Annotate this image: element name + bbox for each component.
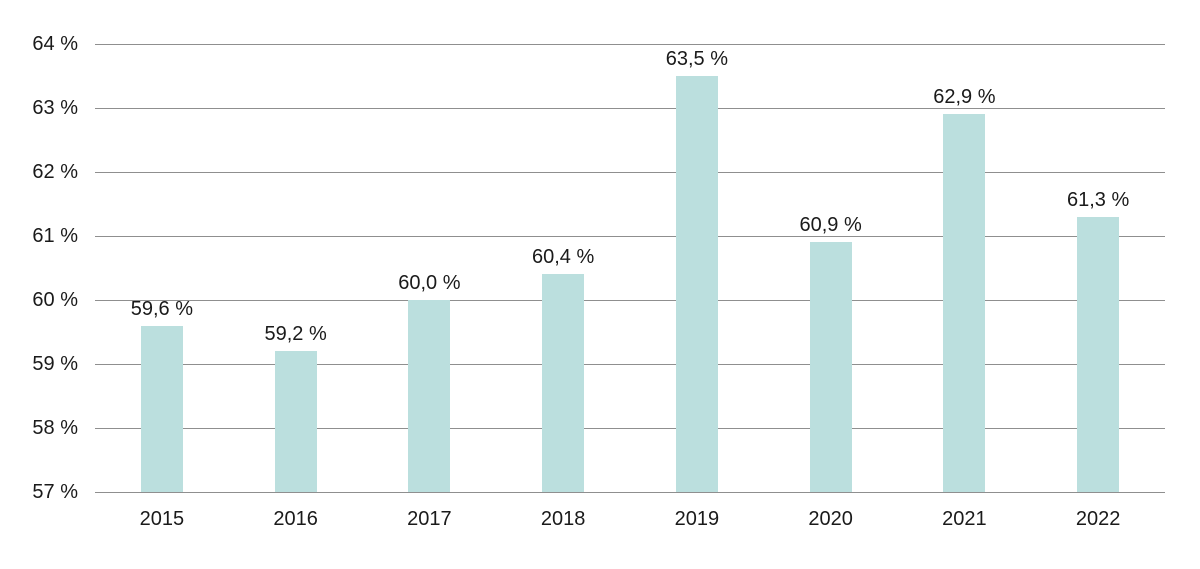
gridline [95,364,1165,365]
x-axis-tick-label: 2021 [942,508,987,530]
y-axis-tick-label: 58 % [32,417,78,439]
x-axis-tick-label: 2018 [540,508,586,530]
x-axis-tick-label: 2022 [1075,508,1121,530]
x-axis-tick-label: 2016 [273,508,318,530]
y-axis-tick-label: 61 % [32,225,78,247]
gridline [95,492,1165,493]
bar-2022 [1077,216,1120,492]
y-axis-tick-label: 59 % [32,353,78,375]
bar-value-label: 60,4 % [531,246,595,269]
gridline [95,300,1165,301]
bar-value-label: 63,5 % [665,48,728,70]
y-axis-tick-label: 60 % [32,289,78,311]
bar-2019 [675,76,718,492]
gridline [95,236,1165,237]
bar-value-label: 59,6 % [130,297,193,320]
bar-2017 [408,300,451,492]
gridline [95,428,1165,429]
bar-value-label: 60,0 % [398,272,461,294]
y-axis-tick-label: 62 % [32,161,78,183]
bar-2018 [542,274,585,492]
bar-2015 [140,325,183,492]
gridline [95,108,1165,109]
bar-value-label: 60,9 % [799,214,862,237]
y-axis-tick-label: 63 % [32,97,78,119]
y-axis-tick-label: 57 % [32,481,78,503]
x-axis-tick-label: 2017 [407,508,452,530]
bar-2021 [943,114,986,492]
bar-value-label: 59,2 % [264,323,327,346]
x-axis-tick-label: 2020 [808,508,853,530]
gridline [95,44,1165,45]
x-axis-tick-label: 2019 [674,508,720,530]
y-axis-tick-label: 64 % [32,33,78,55]
bar-2020 [809,242,852,492]
bar-2016 [274,351,317,492]
bar-value-label: 61,3 % [1066,188,1130,211]
x-axis-tick-label: 2015 [139,508,185,530]
bar-value-label: 62,9 % [933,86,996,109]
gridline [95,172,1165,173]
